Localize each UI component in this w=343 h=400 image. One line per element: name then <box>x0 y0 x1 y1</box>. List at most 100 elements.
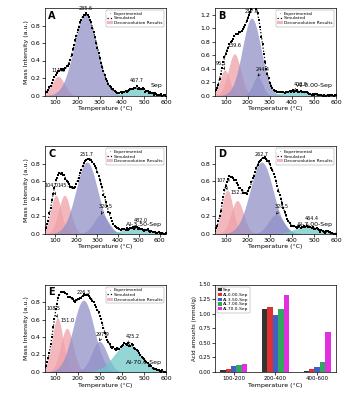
Point <box>217 213 222 219</box>
Point <box>128 342 133 349</box>
Point <box>156 92 162 98</box>
Point <box>250 174 256 181</box>
Text: E: E <box>48 287 55 297</box>
Point <box>47 84 52 90</box>
Point <box>117 226 122 232</box>
Point <box>136 225 142 232</box>
Point <box>107 341 113 348</box>
Legend: Experimental, Simulated, Deconvolution Results: Experimental, Simulated, Deconvolution R… <box>106 148 164 165</box>
Point <box>146 228 152 234</box>
Point <box>130 342 136 348</box>
Point <box>99 184 105 190</box>
Point <box>120 342 126 348</box>
Text: 152.3: 152.3 <box>230 190 244 195</box>
Point <box>293 88 298 95</box>
Point <box>103 334 109 340</box>
Point <box>79 294 84 301</box>
Point <box>288 88 294 95</box>
Point <box>282 89 287 96</box>
Point <box>218 70 224 77</box>
Point <box>55 68 61 74</box>
Point <box>244 18 249 24</box>
Point <box>117 346 122 352</box>
Point <box>142 226 148 233</box>
Point <box>134 83 139 90</box>
Point <box>113 224 118 230</box>
Point <box>295 89 301 95</box>
Point <box>249 179 254 186</box>
Point <box>158 230 164 237</box>
Point <box>238 29 243 36</box>
Point <box>325 92 330 98</box>
Point <box>96 308 101 315</box>
Point <box>145 360 151 367</box>
Point <box>274 183 280 189</box>
Point <box>155 230 160 236</box>
Point <box>131 84 137 91</box>
Point <box>227 41 232 48</box>
Point <box>97 313 103 320</box>
X-axis label: Temperature (°C): Temperature (°C) <box>248 106 303 111</box>
Point <box>141 85 147 92</box>
Point <box>331 93 336 99</box>
Point <box>128 225 133 232</box>
Point <box>233 177 238 184</box>
Text: 226.3: 226.3 <box>76 290 91 295</box>
Point <box>270 85 275 91</box>
Point <box>233 31 238 38</box>
Legend: Experimental, Simulated, Deconvolution Results: Experimental, Simulated, Deconvolution R… <box>106 287 164 303</box>
Point <box>67 181 72 188</box>
Point <box>161 92 166 98</box>
Point <box>68 57 73 63</box>
Text: 244.4: 244.4 <box>256 67 270 76</box>
Point <box>110 344 116 350</box>
Text: 96.1: 96.1 <box>216 61 227 69</box>
Point <box>138 352 143 358</box>
Point <box>98 60 104 66</box>
Point <box>234 180 239 186</box>
Point <box>146 90 152 97</box>
Point <box>245 15 250 22</box>
Point <box>256 159 262 165</box>
Point <box>306 91 312 97</box>
Point <box>291 223 296 229</box>
Point <box>65 178 71 185</box>
Point <box>216 82 221 88</box>
Point <box>263 65 269 72</box>
Point <box>72 36 78 43</box>
Point <box>96 172 101 179</box>
Point <box>150 90 155 96</box>
Point <box>152 365 158 372</box>
Point <box>288 223 294 229</box>
Point <box>64 291 69 298</box>
Point <box>265 158 270 164</box>
Point <box>278 89 284 96</box>
Bar <box>325 332 331 372</box>
Point <box>97 177 103 183</box>
Point <box>75 296 81 303</box>
Point <box>46 355 51 361</box>
Point <box>276 187 281 194</box>
Point <box>101 192 106 198</box>
Text: 464.4: 464.4 <box>305 216 319 226</box>
Point <box>222 187 227 193</box>
Point <box>161 231 166 238</box>
Point <box>59 170 64 176</box>
Point <box>156 229 162 236</box>
Point <box>273 88 279 94</box>
Point <box>251 172 257 179</box>
Y-axis label: Mass Intensity (a.u.): Mass Intensity (a.u.) <box>24 158 29 222</box>
Point <box>114 225 120 232</box>
Point <box>75 178 81 184</box>
Point <box>72 184 78 190</box>
Point <box>70 184 75 191</box>
Point <box>122 89 127 96</box>
Point <box>91 28 96 35</box>
Point <box>241 190 247 196</box>
Text: C: C <box>48 149 56 159</box>
Point <box>248 184 253 190</box>
Text: 297.9: 297.9 <box>96 332 109 341</box>
Point <box>123 341 128 347</box>
Point <box>142 88 148 95</box>
Point <box>321 92 327 98</box>
